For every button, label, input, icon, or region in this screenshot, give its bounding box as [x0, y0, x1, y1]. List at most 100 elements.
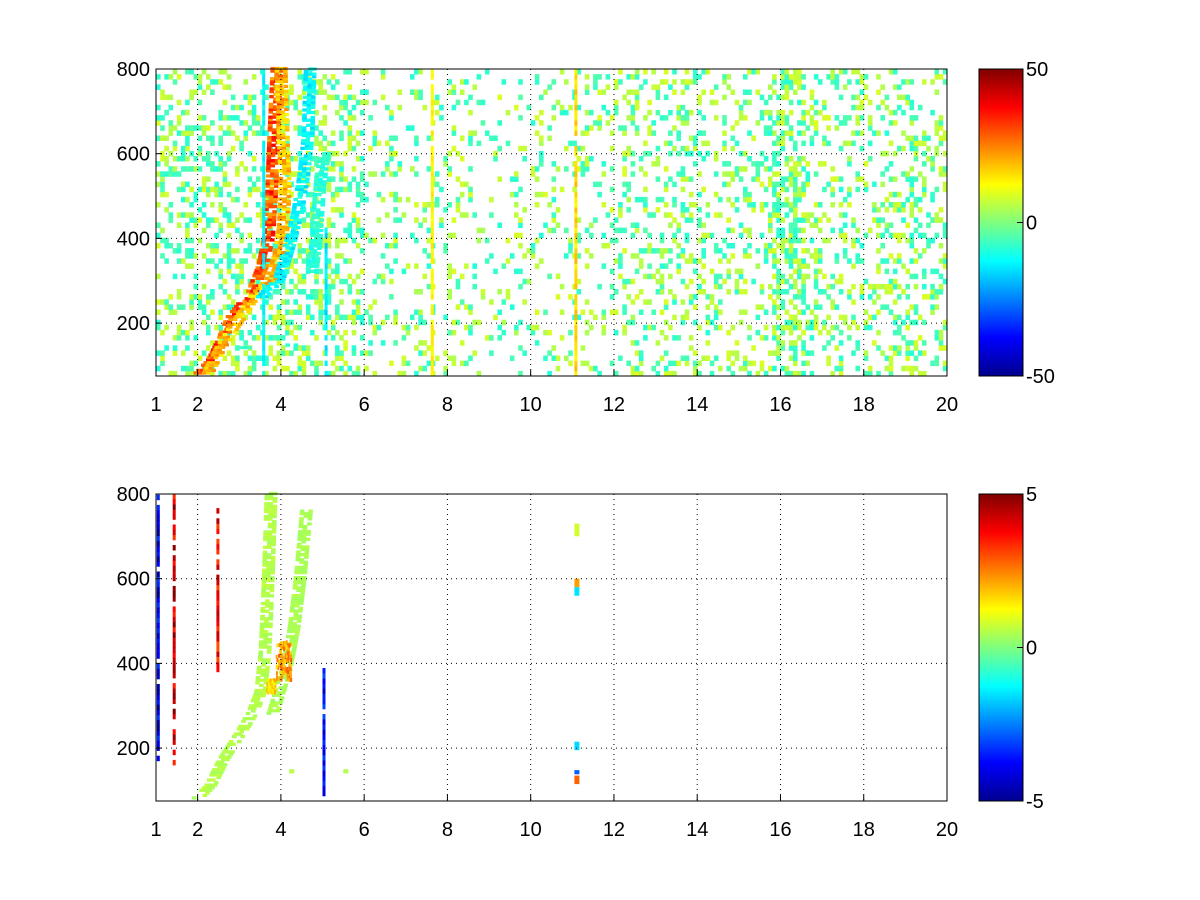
top-noise-cell — [693, 370, 698, 377]
top-noise-cell — [680, 115, 686, 121]
top-curve-cell — [270, 169, 275, 173]
top-noise-cell — [347, 365, 353, 372]
top-noise-cell — [534, 166, 540, 172]
top-noise-cell — [768, 84, 773, 90]
top-noise-cell — [622, 94, 627, 101]
top-noise-cell — [797, 273, 802, 280]
top-noise-cell — [830, 202, 835, 208]
top-noise-cell — [768, 217, 773, 223]
top-noise-cell — [901, 319, 906, 326]
top-noise-cell — [272, 243, 278, 249]
top-noise-cell — [680, 278, 686, 285]
top-noise-cell — [189, 365, 194, 372]
bottom-curve-cell — [213, 781, 219, 785]
top-noise-cell — [622, 324, 627, 331]
top-noise-cell — [842, 248, 848, 254]
top-curve-cell — [308, 151, 313, 156]
top-noise-cell — [235, 227, 240, 234]
top-noise-cell — [813, 217, 819, 223]
top-noise-cell — [709, 370, 715, 377]
top-noise-cell — [330, 150, 336, 157]
top-curve-cell — [268, 246, 273, 250]
top-curve-cell — [229, 322, 235, 326]
top-noise-cell — [688, 217, 694, 223]
top-noise-cell — [314, 135, 319, 141]
top-noise-cell — [772, 202, 777, 208]
top-vline-cell — [574, 268, 578, 275]
top-noise-cell — [476, 140, 482, 147]
bottom-vline-cell — [216, 579, 220, 586]
top-noise-cell — [297, 74, 303, 80]
top-curve-cell — [306, 103, 312, 107]
top-noise-cell — [314, 79, 319, 85]
bottom-vline-cell — [156, 520, 160, 526]
top-noise-cell — [813, 324, 819, 331]
top-noise-cell — [305, 314, 311, 321]
bottom-curve-cell — [266, 650, 272, 654]
top-curve-cell — [318, 236, 323, 240]
top-curve-cell — [268, 102, 274, 106]
top-curve-cell — [268, 199, 274, 204]
top-noise-cell — [788, 329, 794, 336]
bottom-curve-cell — [255, 676, 261, 680]
top-curve-cell — [277, 161, 283, 165]
top-curve-cell — [228, 317, 233, 321]
top-noise-cell — [189, 130, 194, 136]
bottom-blob-cell — [284, 656, 287, 661]
top-noise-cell — [942, 79, 948, 85]
top-noise-cell — [780, 79, 786, 85]
top-noise-cell — [505, 237, 511, 244]
top-noise-cell — [197, 355, 203, 361]
top-curve-cell — [258, 292, 263, 296]
top-noise-cell — [222, 370, 228, 377]
top-curve-cell — [274, 174, 279, 178]
bottom-curve-cell — [231, 742, 236, 746]
bottom-heatmap-cells — [156, 491, 580, 800]
top-noise-cell — [780, 74, 786, 80]
top-noise-cell — [747, 243, 752, 249]
top-curve-cell — [272, 107, 278, 112]
top-noise-cell — [734, 207, 740, 213]
bottom-curve-cell — [293, 640, 298, 644]
top-curve-cell — [307, 162, 312, 166]
top-curve-cell — [278, 182, 284, 186]
top-noise-cell — [289, 89, 294, 95]
top-noise-cell — [243, 130, 248, 136]
top-vline-cell — [262, 140, 266, 147]
top-noise-cell — [214, 217, 219, 223]
top-noise-cell — [801, 74, 806, 80]
top-noise-cell — [289, 319, 294, 326]
top-noise-cell — [659, 283, 665, 290]
top-noise-cell — [622, 125, 627, 131]
top-noise-cell — [518, 79, 523, 85]
top-noise-cell — [226, 258, 232, 264]
top-curve-cell — [274, 176, 279, 181]
top-curve-cell — [277, 141, 282, 145]
top-noise-cell — [414, 89, 419, 95]
top-noise-cell — [805, 319, 811, 326]
top-noise-cell — [605, 74, 611, 80]
top-noise-cell — [551, 196, 557, 203]
top-noise-cell — [801, 309, 806, 315]
top-noise-cell — [780, 109, 786, 116]
bottom-vline-cell — [172, 739, 176, 745]
top-curve-cell — [275, 100, 281, 104]
top-noise-cell — [160, 89, 165, 95]
top-noise-cell — [909, 258, 915, 264]
bottom-curve-cell — [272, 693, 277, 697]
top-noise-cell — [226, 115, 232, 121]
top-curve-cell — [277, 156, 283, 160]
top-noise-cell — [826, 329, 831, 336]
top-noise-cell — [793, 350, 798, 356]
bottom-curve-cell — [268, 512, 273, 516]
top-noise-cell — [156, 120, 161, 126]
top-noise-cell — [743, 309, 748, 315]
top-noise-cell — [872, 340, 877, 346]
top-noise-cell — [659, 232, 665, 239]
top-noise-cell — [335, 268, 340, 275]
top-noise-cell — [389, 360, 394, 367]
top-noise-cell — [626, 74, 631, 80]
top-noise-cell — [251, 130, 257, 136]
top-noise-cell — [210, 140, 215, 147]
top-noise-cell — [638, 84, 644, 90]
